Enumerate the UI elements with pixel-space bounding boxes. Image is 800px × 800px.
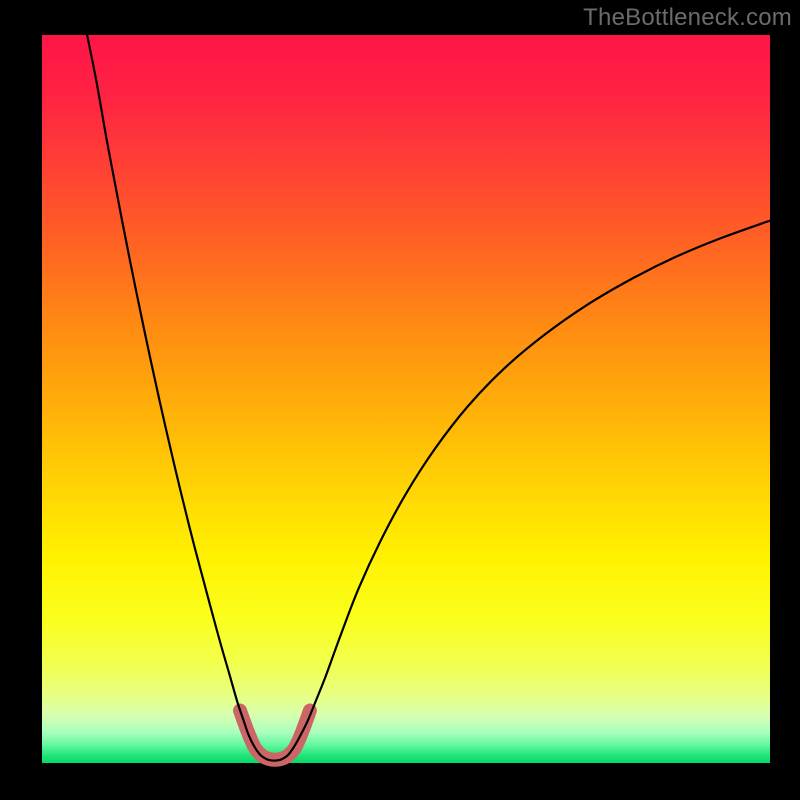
watermark-text: TheBottleneck.com (583, 4, 792, 32)
chart-svg (0, 0, 800, 800)
plot-background (42, 35, 770, 763)
